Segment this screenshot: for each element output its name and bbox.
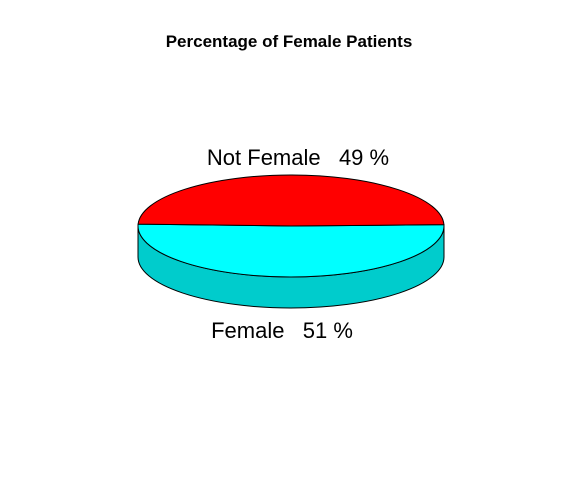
slice-label-female: Female 51 % [211,318,353,343]
chart-title: Percentage of Female Patients [166,32,413,51]
pie-tops [138,175,444,277]
slice-label-not-female: Not Female 49 % [207,145,389,170]
pie-slice-not-female [138,175,444,226]
